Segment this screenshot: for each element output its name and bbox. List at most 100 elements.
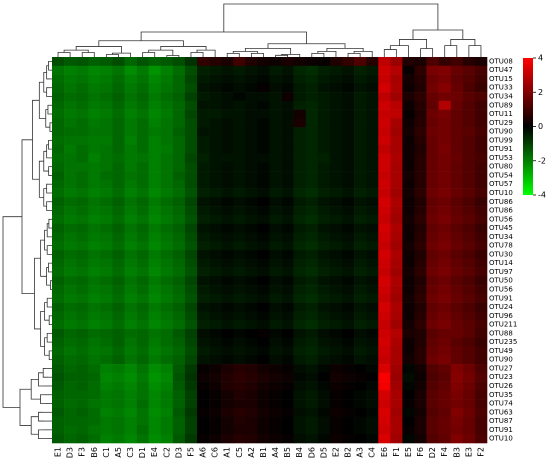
heatmap-cell (209, 285, 222, 295)
heatmap-cell (64, 346, 77, 356)
heatmap-cell (76, 267, 89, 277)
heatmap-cell (293, 285, 307, 295)
dendrogram-branch (281, 54, 301, 56)
heatmap-cell (438, 381, 452, 391)
heatmap-cell (474, 92, 488, 102)
heatmap-cell (184, 372, 198, 382)
heatmap-cell (76, 214, 89, 224)
heatmap-cell (281, 109, 294, 119)
heatmap-cell (172, 250, 186, 260)
heatmap-cell (197, 135, 210, 146)
heatmap-cell (450, 337, 464, 347)
heatmap-cell (257, 214, 270, 224)
heatmap-cell (450, 355, 464, 365)
heatmap-cell (52, 320, 65, 330)
heatmap-cell (450, 188, 464, 198)
heatmap-cell (221, 57, 234, 67)
heatmap-cell (281, 425, 294, 435)
heatmap-cell (342, 144, 355, 154)
heatmap-cell (100, 276, 113, 286)
heatmap-cell (474, 65, 488, 75)
heatmap-cell (245, 346, 258, 356)
heatmap-cell (209, 241, 222, 251)
heatmap-cell (414, 232, 427, 242)
heatmap-cell (354, 372, 367, 382)
heatmap-cell (462, 407, 476, 417)
heatmap-cell (281, 127, 294, 137)
row-label: OTU14 (489, 259, 513, 267)
heatmap-cell (378, 57, 391, 67)
heatmap-cell (474, 179, 488, 189)
heatmap-cell (148, 206, 162, 216)
heatmap-cell (245, 320, 258, 330)
heatmap-cell (100, 127, 113, 137)
heatmap-cell (342, 337, 355, 347)
heatmap-cell (402, 197, 415, 207)
heatmap-cell (402, 223, 415, 233)
heatmap-cell (124, 109, 137, 119)
heatmap-cell (52, 179, 65, 189)
heatmap-cell (148, 293, 162, 303)
heatmap-cell (136, 100, 149, 110)
heatmap-cell (100, 390, 113, 400)
heatmap-cell (426, 144, 439, 154)
heatmap-cell (462, 355, 476, 365)
heatmap-cell (269, 302, 282, 312)
heatmap-cell (317, 153, 331, 163)
heatmap-cell (197, 267, 210, 277)
heatmap-cell (438, 285, 452, 295)
heatmap-cell (160, 328, 174, 339)
heatmap-cell (269, 57, 282, 67)
heatmap-cell (462, 162, 476, 172)
column-label: B4 (295, 447, 304, 458)
heatmap-cell (317, 364, 331, 374)
heatmap-cell (76, 223, 89, 233)
heatmap-cell (197, 127, 210, 137)
heatmap-cell (148, 65, 162, 75)
heatmap-cell (366, 241, 379, 251)
dendrogram-branch (38, 160, 44, 198)
heatmap-cell (305, 399, 319, 409)
heatmap-cell (426, 127, 439, 137)
heatmap-cell (390, 214, 403, 224)
heatmap-cell (269, 285, 282, 295)
heatmap-cell (402, 118, 415, 128)
heatmap-cell (172, 355, 186, 365)
heatmap-cell (221, 65, 234, 75)
heatmap-cell (474, 364, 488, 374)
heatmap-cell (317, 302, 331, 312)
heatmap-cell (354, 267, 367, 277)
heatmap-cell (172, 390, 186, 400)
heatmap-cell (136, 197, 149, 207)
heatmap-cell (209, 232, 222, 242)
heatmap-cell (450, 328, 464, 339)
heatmap-cell (438, 100, 452, 110)
heatmap-cell (124, 241, 137, 251)
row-label: OTU24 (489, 303, 513, 311)
heatmap-cell (438, 425, 452, 435)
heatmap-cell (197, 100, 210, 110)
heatmap-cell (172, 328, 186, 339)
heatmap-cell (269, 109, 282, 119)
heatmap-cell (426, 241, 439, 251)
heatmap-cell (281, 372, 294, 382)
heatmap-cell (100, 223, 113, 233)
heatmap-cell (257, 285, 270, 295)
heatmap-cell (329, 118, 343, 128)
heatmap-cell (366, 92, 379, 102)
heatmap-cell (390, 223, 403, 233)
dendrogram-branch (46, 87, 49, 97)
heatmap-cell (329, 337, 343, 347)
dendrogram-branch (63, 49, 89, 53)
heatmap-cell (100, 65, 113, 75)
heatmap-cell (172, 320, 186, 330)
heatmap-cell (426, 206, 439, 216)
heatmap-cell (366, 311, 379, 321)
column-label: B6 (90, 447, 99, 458)
row-label: OTU56 (489, 215, 513, 223)
heatmap-cell (233, 188, 246, 198)
heatmap-cell (426, 171, 439, 181)
heatmap-cell (462, 399, 476, 409)
heatmap-cell (305, 127, 319, 137)
heatmap-cell (197, 144, 210, 154)
